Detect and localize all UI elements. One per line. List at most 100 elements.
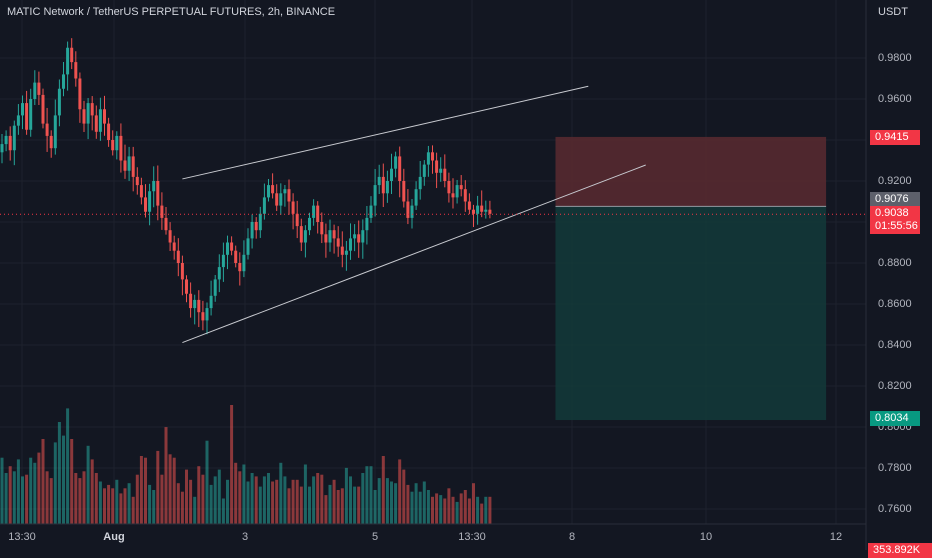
volume-bar bbox=[344, 467, 348, 524]
candle-body bbox=[336, 238, 340, 247]
candle-body bbox=[164, 217, 168, 231]
candle-body bbox=[451, 193, 455, 198]
volume-bar bbox=[213, 476, 217, 524]
volume-bar bbox=[45, 471, 49, 524]
price-axis-unit: USDT bbox=[878, 6, 908, 18]
candle-body bbox=[275, 193, 279, 206]
candle-body bbox=[131, 156, 135, 177]
last-price-tag: 0.9038 01:55:56 bbox=[870, 206, 920, 234]
candle-body bbox=[455, 185, 459, 198]
take-profit-price-tag: 0.8034 bbox=[870, 411, 920, 426]
volume-value-tag: 353.892K bbox=[868, 543, 932, 558]
candle-body bbox=[422, 164, 426, 177]
candle-body bbox=[144, 197, 147, 212]
stop-loss-zone[interactable] bbox=[555, 136, 827, 207]
candle-body bbox=[98, 109, 102, 132]
volume-bar bbox=[480, 503, 484, 524]
candlesticks bbox=[0, 38, 492, 335]
volume-bar bbox=[431, 496, 434, 524]
candle-body bbox=[90, 103, 94, 116]
volume-bar bbox=[78, 478, 82, 524]
candle-body bbox=[291, 201, 295, 214]
candle-body bbox=[25, 103, 29, 130]
candle-body bbox=[320, 222, 324, 235]
volume-bar bbox=[0, 457, 4, 524]
volume-bar bbox=[201, 474, 205, 524]
candle-body bbox=[402, 181, 406, 202]
price-tick-label: 0.9600 bbox=[878, 93, 912, 105]
volume-bar bbox=[320, 474, 324, 524]
volume-bar bbox=[472, 483, 475, 524]
candle-body bbox=[480, 205, 484, 212]
volume-bar bbox=[115, 479, 119, 524]
candle-body bbox=[123, 160, 127, 171]
volume-bar bbox=[455, 501, 459, 524]
trendlines[interactable] bbox=[0, 85, 866, 344]
candle-body bbox=[467, 201, 471, 210]
volume-bar bbox=[357, 486, 361, 524]
candle-body bbox=[127, 156, 131, 171]
volume-bar bbox=[193, 496, 197, 524]
volume-bar bbox=[414, 483, 418, 524]
volume-bar bbox=[332, 479, 336, 524]
candle-body bbox=[180, 263, 184, 280]
position-zones[interactable] bbox=[555, 136, 827, 421]
candle-body bbox=[4, 135, 8, 145]
volume-bar bbox=[168, 454, 172, 524]
candle-body bbox=[201, 312, 205, 321]
candle-body bbox=[324, 234, 328, 243]
candle-body bbox=[357, 234, 361, 243]
volume-bar bbox=[476, 496, 480, 524]
candle-body bbox=[217, 267, 221, 280]
candle-body bbox=[349, 238, 352, 251]
volume-bar bbox=[98, 481, 102, 524]
volume-bar bbox=[291, 479, 295, 524]
candle-body bbox=[21, 103, 24, 116]
volume-bar bbox=[385, 478, 389, 524]
volume-bar bbox=[488, 496, 492, 524]
volume-bar bbox=[262, 476, 266, 524]
time-tick-label: 12 bbox=[829, 531, 843, 543]
candle-body bbox=[8, 135, 12, 151]
channel-lower-line[interactable] bbox=[182, 164, 646, 344]
channel-upper-line[interactable] bbox=[182, 85, 589, 180]
time-tick-label: 10 bbox=[699, 531, 713, 543]
volume-bar bbox=[283, 476, 287, 524]
volume-bar bbox=[144, 457, 147, 524]
volume-bar bbox=[381, 456, 385, 524]
candle-body bbox=[209, 295, 213, 309]
candle-body bbox=[258, 213, 262, 231]
volume-bar bbox=[53, 442, 57, 524]
candle-body bbox=[221, 254, 225, 268]
candle-body bbox=[308, 217, 311, 231]
time-tick-label: 3 bbox=[241, 531, 249, 543]
candle-body bbox=[414, 189, 418, 206]
volume-bar bbox=[394, 483, 398, 524]
candle-body bbox=[377, 176, 381, 186]
volume-bar bbox=[398, 459, 402, 524]
candle-body bbox=[86, 103, 90, 124]
time-tick-label: 13:30 bbox=[8, 531, 36, 543]
candle-body bbox=[82, 109, 86, 124]
volume-bar bbox=[373, 490, 377, 524]
candle-body bbox=[168, 230, 172, 243]
candle-body bbox=[398, 156, 402, 181]
volume-bar bbox=[390, 481, 393, 524]
volume-bar bbox=[197, 466, 201, 524]
volume-bar bbox=[16, 459, 20, 524]
candle-body bbox=[431, 152, 434, 161]
volume-bar bbox=[176, 483, 180, 524]
volume-bar bbox=[82, 471, 86, 524]
volume-bar bbox=[152, 490, 156, 524]
volume-bar bbox=[467, 498, 471, 524]
volume-bar bbox=[21, 476, 24, 524]
volume-bars bbox=[0, 405, 492, 524]
candle-body bbox=[459, 185, 463, 190]
volume-bar bbox=[435, 493, 439, 524]
candle-body bbox=[213, 279, 217, 296]
volume-bar bbox=[57, 422, 61, 524]
take-profit-zone[interactable] bbox=[555, 206, 827, 421]
volume-bar bbox=[62, 435, 65, 524]
volume-bar bbox=[29, 457, 33, 524]
